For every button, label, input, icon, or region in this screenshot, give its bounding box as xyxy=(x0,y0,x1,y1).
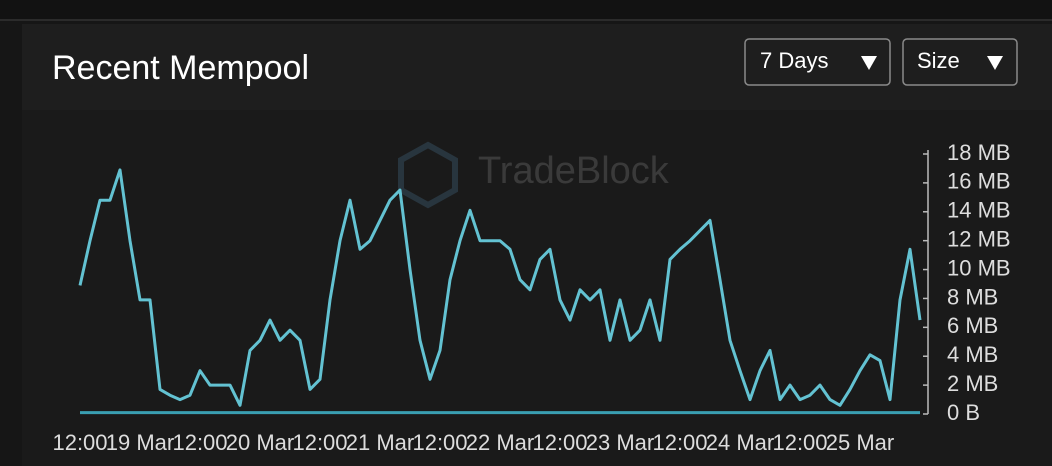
y-tick-label: 6 MB xyxy=(947,313,998,338)
panel-title: Recent Mempool xyxy=(52,49,309,87)
top-bar xyxy=(0,0,1052,20)
y-tick-label: 16 MB xyxy=(947,169,1011,194)
dropdown-label: 7 Days xyxy=(760,48,828,73)
x-tick-label: 22 Mar xyxy=(466,430,534,455)
dropdown-box xyxy=(902,38,1018,86)
dropdown-label: Size xyxy=(917,48,960,73)
x-tick-label: 12:00 xyxy=(652,430,707,455)
chart-area xyxy=(22,110,1052,466)
x-tick-label: 24 Mar xyxy=(706,430,774,455)
dropdown-arrow xyxy=(987,56,1003,70)
x-tick-label: 12:00 xyxy=(292,430,347,455)
metric-dropdown[interactable]: Size xyxy=(902,38,1018,86)
y-tick-label: 14 MB xyxy=(947,198,1011,223)
y-tick-label: 0 B xyxy=(947,400,980,425)
x-tick-label: 12:00 xyxy=(52,430,107,455)
series-line xyxy=(78,168,922,407)
y-tick-label: 12 MB xyxy=(947,226,1011,251)
y-tick-label: 18 MB xyxy=(947,140,1011,165)
watermark-text: TradeBlock xyxy=(478,150,670,192)
y-tick-label: 10 MB xyxy=(947,255,1011,280)
y-tick-label: 2 MB xyxy=(947,371,998,396)
y-tick-label: 8 MB xyxy=(947,284,998,309)
dropdown-box xyxy=(744,38,891,86)
x-tick-label: 21 Mar xyxy=(346,430,414,455)
watermark: TradeBlock xyxy=(398,141,670,209)
x-tick-label: 19 Mar xyxy=(106,430,174,455)
y-tick-label: 4 MB xyxy=(947,342,998,367)
dropdown-arrow xyxy=(861,56,877,70)
x-tick-label: 12:00 xyxy=(172,430,227,455)
watermark-logo xyxy=(398,141,458,209)
x-tick-label: 25 Mar xyxy=(826,430,894,455)
range-dropdown[interactable]: 7 Days xyxy=(744,38,891,86)
x-tick-label: 12:00 xyxy=(412,430,467,455)
x-tick-label: 23 Mar xyxy=(586,430,654,455)
x-tick-label: 20 Mar xyxy=(226,430,294,455)
x-tick-label: 12:00 xyxy=(772,430,827,455)
x-tick-label: 12:00 xyxy=(532,430,587,455)
